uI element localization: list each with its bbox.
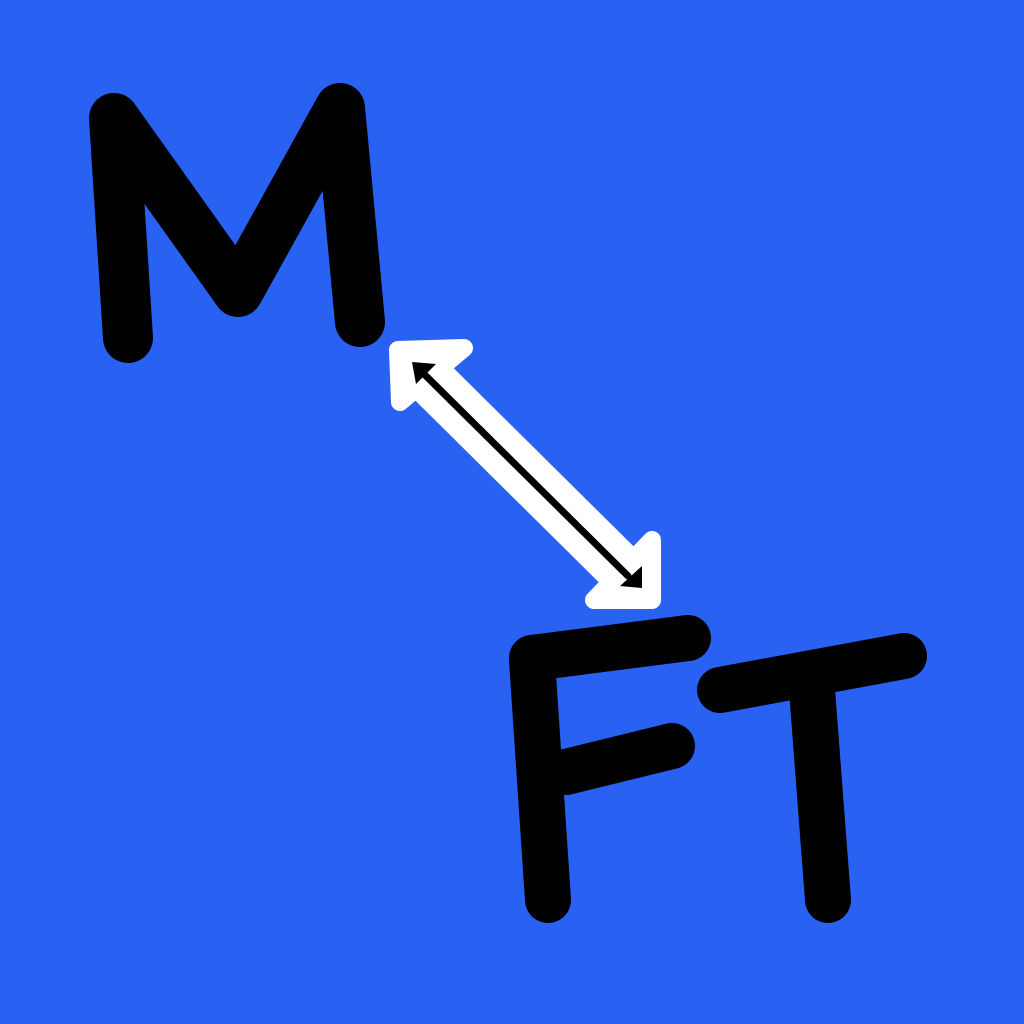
letter-m xyxy=(89,83,385,363)
letter-t xyxy=(697,633,927,923)
double-headed-arrow-icon xyxy=(389,339,661,609)
letter-f xyxy=(509,615,711,923)
